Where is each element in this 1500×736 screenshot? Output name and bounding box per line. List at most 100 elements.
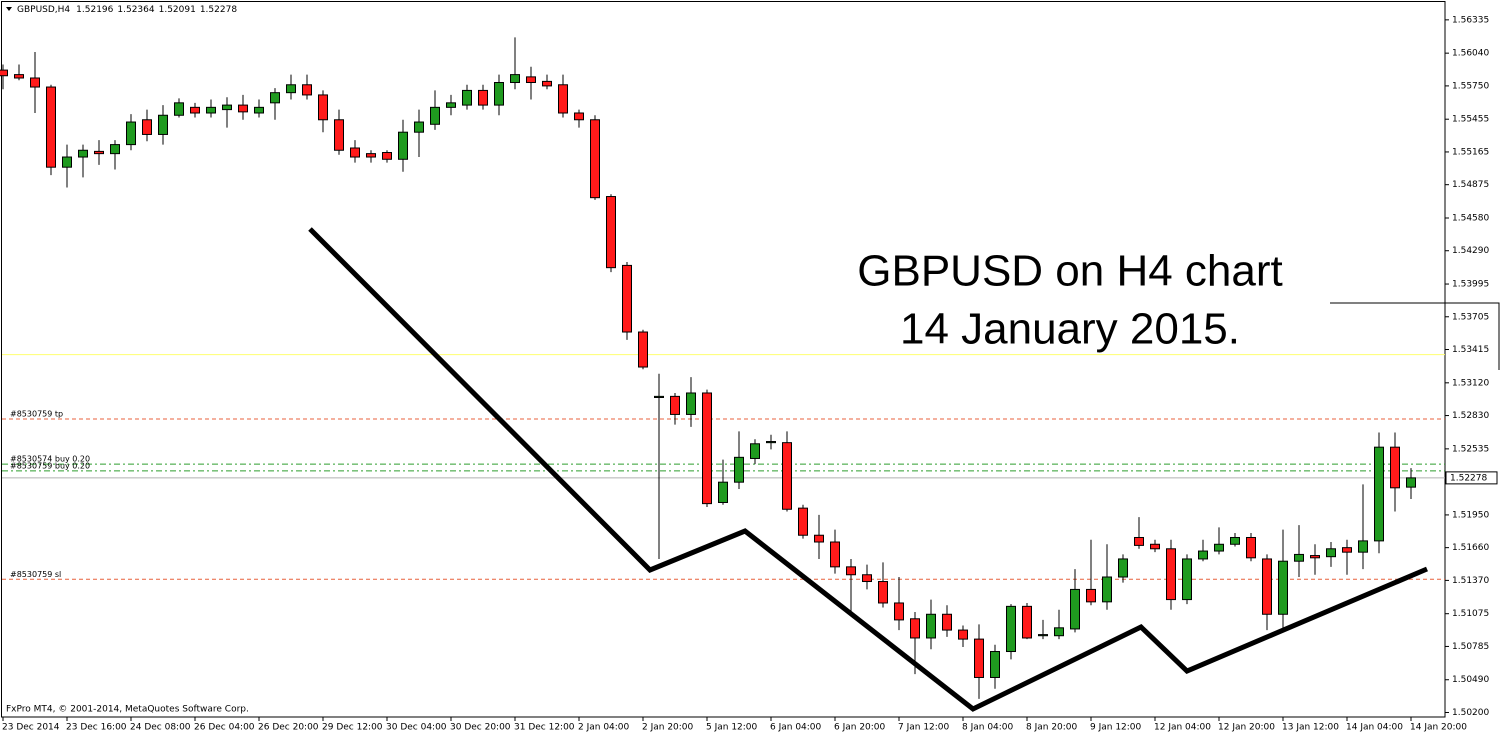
candle-body xyxy=(1310,555,1320,559)
candle-body xyxy=(1182,558,1192,601)
candle-body xyxy=(126,121,136,146)
candle-body xyxy=(78,149,88,158)
y-tick-label: 1.53415 xyxy=(1452,345,1489,355)
candle-body xyxy=(158,114,168,135)
candle-body xyxy=(0,69,8,77)
x-tick-label: 14 Jan 20:00 xyxy=(1410,723,1467,733)
candle-body xyxy=(110,144,120,155)
y-tick-label: 1.50200 xyxy=(1452,708,1489,718)
y-tick-label: 1.55165 xyxy=(1452,147,1489,157)
price-tag-label: 1.52278 xyxy=(1450,473,1487,483)
x-tick-label: 6 Jan 04:00 xyxy=(770,723,822,733)
annotation-bracket xyxy=(1330,302,1500,370)
candle-body xyxy=(1022,605,1032,639)
candle-body xyxy=(462,89,472,106)
candle-body xyxy=(526,76,536,84)
candle-body xyxy=(494,82,504,106)
candle-body xyxy=(1358,540,1368,553)
candle-body xyxy=(542,80,552,87)
candle-body xyxy=(878,581,888,604)
candle-body xyxy=(798,507,808,536)
annotation-line: 14 January 2015. xyxy=(900,305,1240,354)
y-tick-label: 1.52535 xyxy=(1452,444,1489,454)
candle-body xyxy=(174,102,184,116)
order-label: #8530759 buy 0.20 xyxy=(10,461,90,470)
x-tick-label: 30 Dec 20:00 xyxy=(450,723,511,733)
candle-body xyxy=(446,102,456,108)
candle-body xyxy=(862,574,872,583)
y-tick-label: 1.51660 xyxy=(1452,543,1489,553)
candle-body xyxy=(1006,605,1016,653)
menu-arrow[interactable] xyxy=(6,7,12,11)
annotation-line: GBPUSD on H4 chart xyxy=(857,247,1283,296)
candle-body xyxy=(1214,543,1224,552)
y-tick-label: 1.54875 xyxy=(1452,180,1489,190)
price-tag xyxy=(1445,471,1498,485)
plot-frame xyxy=(1,1,1446,718)
y-tick-label: 1.52830 xyxy=(1452,411,1489,421)
candle-body xyxy=(638,331,648,368)
candle-body xyxy=(718,481,728,503)
x-tick-label: 12 Jan 04:00 xyxy=(1154,723,1211,733)
candle-body xyxy=(398,131,408,160)
candle-body xyxy=(622,264,632,333)
candle-body xyxy=(270,92,280,104)
x-tick-label: 9 Jan 12:00 xyxy=(1090,723,1142,733)
candle-body xyxy=(1374,446,1384,542)
candle-body xyxy=(606,196,616,269)
candle-body xyxy=(1102,576,1112,603)
x-tick-label: 6 Jan 20:00 xyxy=(834,723,886,733)
x-tick-label: 2 Jan 20:00 xyxy=(642,723,694,733)
candle-body xyxy=(62,156,72,168)
y-tick-label: 1.51075 xyxy=(1452,609,1489,619)
candle-body xyxy=(654,395,664,398)
x-tick-label: 14 Jan 04:00 xyxy=(1346,723,1403,733)
candle-body xyxy=(958,629,968,640)
x-tick-label: 7 Jan 12:00 xyxy=(898,723,950,733)
candle-body xyxy=(222,104,232,111)
candle-body xyxy=(1390,446,1400,489)
x-tick-label: 8 Jan 20:00 xyxy=(1026,723,1078,733)
order-label: #8530574 buy 0.20 xyxy=(10,455,90,464)
chart-header: GBPUSD,H4 1.52196 1.52364 1.52091 1.52278 xyxy=(17,5,237,15)
candle-body xyxy=(94,150,104,155)
candle-body xyxy=(1198,550,1208,560)
x-tick-label: 13 Jan 12:00 xyxy=(1282,723,1339,733)
x-tick-label: 30 Dec 04:00 xyxy=(386,723,447,733)
candle-body xyxy=(734,456,744,483)
candle-body xyxy=(990,651,1000,678)
candle-body xyxy=(302,84,312,96)
candle-body xyxy=(1070,588,1080,630)
order-label: #8530759 sl xyxy=(10,570,61,579)
y-tick-label: 1.50490 xyxy=(1452,675,1489,685)
symbol: GBPUSD,H4 xyxy=(17,5,70,15)
candle-body xyxy=(510,74,520,84)
candle-body xyxy=(910,618,920,639)
y-tick-label: 1.56040 xyxy=(1452,49,1489,59)
candle-body xyxy=(1150,543,1160,550)
candle-body xyxy=(830,541,840,568)
candle-body xyxy=(1326,548,1336,558)
x-tick-label: 23 Dec 2014 xyxy=(2,723,60,733)
candle-body xyxy=(1246,536,1256,559)
candle-body xyxy=(382,152,392,160)
candle-body xyxy=(334,119,344,151)
candle-body xyxy=(350,147,360,158)
y-tick-label: 1.53120 xyxy=(1452,378,1489,388)
candle-body xyxy=(574,112,584,121)
x-tick-label: 31 Dec 12:00 xyxy=(514,723,575,733)
trend-drawing xyxy=(308,227,1428,712)
candle-body xyxy=(942,613,952,631)
candle-body xyxy=(1342,547,1352,553)
copyright: FxPro MT4, © 2001-2014, MetaQuotes Softw… xyxy=(6,705,249,715)
candle-body xyxy=(1406,477,1416,488)
x-tick-label: 23 Dec 16:00 xyxy=(66,723,127,733)
y-tick-label: 1.51950 xyxy=(1452,510,1489,520)
candle-body xyxy=(1262,558,1272,615)
candle-body xyxy=(1230,536,1240,545)
candle-body xyxy=(478,89,488,106)
candle-body xyxy=(414,121,424,133)
